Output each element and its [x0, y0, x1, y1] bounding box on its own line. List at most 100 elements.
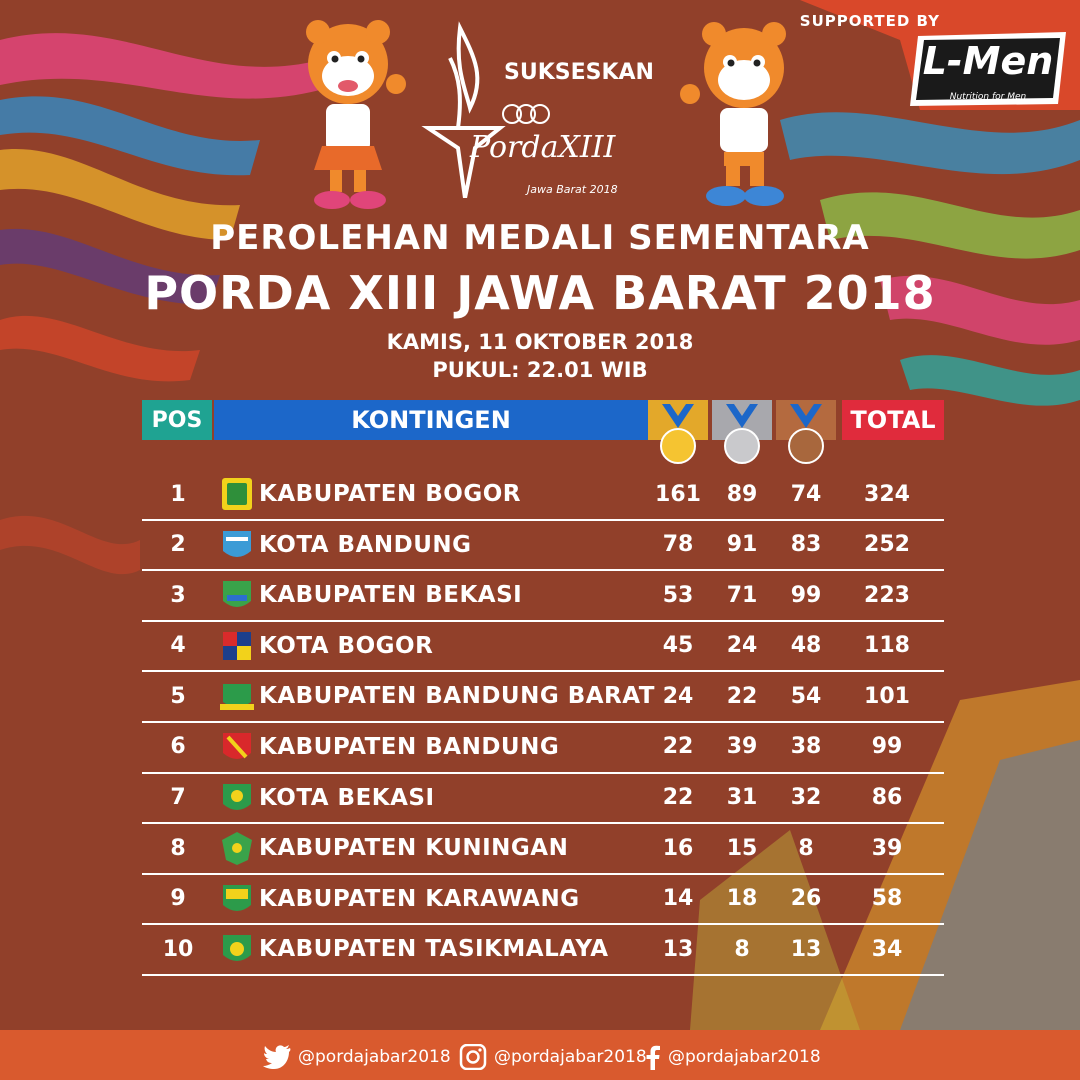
row-gold: 16 — [662, 835, 694, 861]
city-emblem-icon — [223, 783, 251, 810]
row-pos: 5 — [170, 683, 186, 709]
instagram-handle[interactable]: @pordajabar2018 — [458, 1044, 647, 1070]
bronze-medal-icon — [776, 400, 836, 464]
regency-emblem-icon — [222, 478, 252, 510]
sponsor-brand: L-Men — [922, 39, 1054, 83]
table-row: 1 KABUPATEN BOGOR 161 89 74 324 — [142, 470, 944, 521]
sponsor-label: SUPPORTED BY — [799, 12, 940, 30]
row-bronze: 8 — [798, 835, 814, 861]
row-pos: 8 — [170, 835, 186, 861]
row-silver: 89 — [726, 481, 758, 507]
row-bronze: 38 — [790, 734, 822, 760]
table-row: 10 KABUPATEN TASIKMALAYA 13 8 13 34 — [142, 925, 944, 976]
row-silver: 24 — [726, 633, 758, 659]
event-logo-text: PordaXIII — [470, 130, 616, 165]
table-row: 6 KABUPATEN BANDUNG 22 39 38 99 — [142, 723, 944, 774]
table-row: 7 KOTA BEKASI 22 31 32 86 — [142, 774, 944, 825]
row-pos: 2 — [170, 532, 186, 558]
row-name: KOTA BEKASI — [259, 784, 435, 811]
row-gold: 13 — [662, 936, 694, 962]
row-name: KABUPATEN BANDUNG — [259, 733, 560, 760]
row-total: 39 — [871, 835, 903, 861]
row-silver: 8 — [734, 936, 750, 962]
row-silver: 18 — [726, 886, 758, 912]
table-row: 2 KOTA BANDUNG 78 91 83 252 — [142, 521, 944, 572]
sponsor-logo: L-Men Nutrition for Men — [908, 30, 1068, 108]
row-divider — [142, 973, 944, 976]
row-total: 58 — [871, 886, 903, 912]
title-line-1: PEROLEHAN MEDALI SEMENTARA — [210, 218, 870, 258]
row-name: KABUPATEN BANDUNG BARAT — [259, 683, 655, 710]
row-divider — [142, 923, 944, 926]
twitter-icon — [263, 1045, 291, 1069]
date-text: KAMIS, 11 OKTOBER 2018 — [386, 330, 694, 354]
gold-medal-icon — [648, 400, 708, 464]
instagram-handle-text: @pordajabar2018 — [494, 1047, 647, 1067]
row-bronze: 13 — [790, 936, 822, 962]
header-total: TOTAL — [842, 400, 944, 440]
row-divider — [142, 670, 944, 673]
row-gold: 53 — [662, 582, 694, 608]
row-name: KABUPATEN KUNINGAN — [259, 835, 569, 862]
row-bronze: 32 — [790, 785, 822, 811]
row-gold: 78 — [662, 532, 694, 558]
time-text: PUKUL: 22.01 WIB — [432, 358, 648, 382]
row-silver: 91 — [726, 532, 758, 558]
table-row: 9 KABUPATEN KARAWANG 14 18 26 58 — [142, 875, 944, 926]
row-gold: 24 — [662, 683, 694, 709]
row-pos: 3 — [170, 582, 186, 608]
row-silver: 15 — [726, 835, 758, 861]
regency-emblem-icon — [223, 935, 251, 962]
row-pos: 6 — [170, 734, 186, 760]
row-total: 34 — [871, 936, 903, 962]
row-name: KABUPATEN BOGOR — [259, 481, 521, 507]
row-name: KABUPATEN KARAWANG — [259, 885, 580, 912]
row-total: 99 — [871, 734, 903, 760]
sponsor-tagline: Nutrition for Men — [949, 92, 1027, 102]
twitter-handle[interactable]: @pordajabar2018 — [262, 1044, 451, 1070]
regency-emblem-icon — [223, 732, 251, 759]
row-total: 223 — [864, 582, 910, 608]
facebook-handle[interactable]: @pordajabar2018 — [644, 1044, 821, 1070]
medal-table: 1 KABUPATEN BOGOR 161 89 74 324 2 KOTA B… — [142, 470, 944, 976]
table-row: 3 KABUPATEN BEKASI 53 71 99 223 — [142, 571, 944, 622]
facebook-icon — [646, 1045, 660, 1070]
row-total: 101 — [864, 683, 910, 709]
row-total: 118 — [864, 633, 910, 659]
row-silver: 39 — [726, 734, 758, 760]
row-divider — [142, 569, 944, 572]
instagram-icon — [459, 1044, 487, 1070]
row-divider — [142, 771, 944, 774]
city-emblem-icon — [223, 530, 251, 557]
row-divider — [142, 720, 944, 723]
row-bronze: 83 — [790, 532, 822, 558]
row-bronze: 48 — [790, 633, 822, 659]
row-pos: 10 — [162, 936, 194, 962]
row-silver: 31 — [726, 785, 758, 811]
event-logo-subtext: Jawa Barat 2018 — [527, 183, 618, 196]
row-gold: 22 — [662, 785, 694, 811]
row-pos: 7 — [170, 785, 186, 811]
row-gold: 22 — [662, 734, 694, 760]
twitter-handle-text: @pordajabar2018 — [298, 1047, 451, 1067]
footer-bar — [0, 1030, 1080, 1080]
row-divider — [142, 518, 944, 521]
title-line-2: PORDA XIII JAWA BARAT 2018 — [144, 266, 936, 320]
row-gold: 45 — [662, 633, 694, 659]
row-pos: 9 — [170, 886, 186, 912]
row-divider — [142, 872, 944, 875]
sponsor-logo-shape — [910, 32, 1066, 106]
tiger-mascot-right-icon — [680, 22, 786, 206]
row-bronze: 74 — [790, 481, 822, 507]
row-pos: 1 — [170, 481, 186, 507]
row-bronze: 99 — [790, 582, 822, 608]
regency-emblem-icon — [223, 581, 251, 608]
event-slogan: SUKSESKAN — [504, 60, 654, 85]
header-kontingen: KONTINGEN — [214, 400, 648, 440]
facebook-handle-text: @pordajabar2018 — [668, 1047, 821, 1067]
regency-emblem-icon — [220, 684, 254, 711]
row-name: KOTA BOGOR — [259, 632, 434, 659]
row-name: KOTA BANDUNG — [259, 531, 472, 558]
row-total: 86 — [871, 785, 903, 811]
